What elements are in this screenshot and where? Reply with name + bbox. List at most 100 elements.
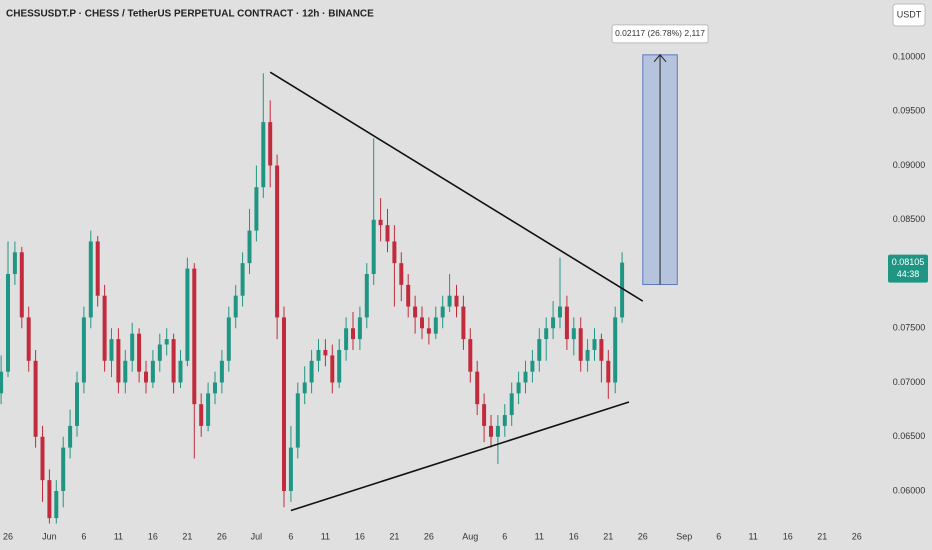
x-tick-label: 6: [288, 531, 293, 541]
candle-body: [482, 404, 487, 426]
candle-body: [330, 355, 335, 383]
candle-body: [288, 447, 293, 491]
candle-body: [495, 425, 500, 437]
candle-body: [150, 360, 155, 383]
candle-body: [95, 241, 100, 296]
candle-body: [261, 122, 266, 188]
x-tick-label: 26: [424, 531, 434, 541]
candle-body: [164, 339, 169, 345]
candle-body: [295, 393, 300, 448]
candle-body: [599, 339, 604, 361]
trendline: [269, 71, 644, 302]
candle-body: [130, 333, 135, 361]
candle-body: [0, 371, 4, 394]
candle-body: [144, 371, 148, 383]
candle-body: [454, 295, 459, 307]
candle-body: [206, 393, 211, 426]
candle-body: [178, 360, 183, 383]
candle-body: [613, 317, 618, 383]
x-tick-label: 21: [182, 531, 192, 541]
candle-body: [523, 371, 528, 383]
currency-box[interactable]: [892, 3, 926, 27]
candle-body: [137, 333, 142, 372]
candle-body: [544, 328, 549, 340]
candle-body: [378, 219, 383, 226]
candle-body: [337, 349, 342, 383]
x-tick-label: 26: [638, 531, 648, 541]
x-tick-label: 11: [321, 531, 330, 541]
candle-body: [392, 241, 397, 264]
candle-body: [254, 187, 259, 231]
candle-body: [26, 317, 31, 361]
candle-body: [592, 339, 597, 350]
candle-body: [447, 295, 452, 307]
candle-body: [323, 349, 328, 356]
candle-body: [199, 404, 204, 426]
candle-body: [420, 317, 424, 329]
last-price-box: [888, 254, 928, 283]
x-tick-label: 6: [81, 531, 86, 541]
candle-body: [406, 284, 411, 307]
chart-title: CHESSUSDT.P · CHESS / TetherUS PERPETUAL…: [6, 9, 374, 20]
candle-body: [247, 230, 252, 264]
candle-body: [213, 382, 217, 394]
x-tick-label: Aug: [462, 531, 478, 541]
y-tick-label: 0.08500: [893, 214, 926, 224]
candle-body: [371, 219, 376, 274]
measure-label-box: [611, 24, 709, 44]
candle-body: [88, 241, 93, 318]
candle-body: [461, 306, 466, 340]
candle-body: [19, 252, 24, 318]
candle-body: [502, 415, 507, 426]
x-tick-label: 26: [3, 531, 13, 541]
candle-body: [33, 360, 38, 437]
candle-body: [516, 382, 521, 394]
candle-body: [157, 344, 162, 361]
x-tick-label: 11: [114, 531, 123, 541]
candle-body: [275, 165, 280, 318]
candle-body: [282, 317, 286, 491]
candle-body: [68, 425, 73, 448]
candle-body: [385, 225, 390, 242]
candle-body: [364, 274, 369, 318]
candle-body: [185, 268, 190, 361]
candle-body: [564, 306, 569, 340]
candle-body: [530, 360, 535, 372]
candle-body: [40, 436, 45, 481]
candle-body: [233, 295, 238, 318]
candle-body: [268, 122, 273, 166]
candle-body: [6, 274, 10, 372]
candle-body: [357, 317, 362, 340]
x-tick-label: 21: [817, 531, 827, 541]
candle-body: [585, 349, 590, 361]
candle-body: [12, 252, 17, 274]
x-tick-label: 26: [217, 531, 227, 541]
candle-body: [537, 339, 542, 361]
y-tick-label: 0.09500: [893, 106, 926, 116]
candle-body: [226, 317, 231, 361]
candle-body: [620, 262, 625, 318]
measure-label: 0.02117 (26.78%) 2,117: [615, 28, 705, 38]
x-tick-label: 6: [716, 531, 721, 541]
last-price: 0.08105: [892, 257, 925, 267]
x-tick-label: 21: [389, 531, 399, 541]
candle-body: [61, 447, 66, 491]
candle-body: [558, 306, 562, 318]
x-tick-label: 16: [355, 531, 365, 541]
x-tick-label: Sep: [676, 531, 692, 541]
candle-body: [606, 360, 611, 383]
candle-body: [475, 371, 480, 405]
x-tick-label: 21: [603, 531, 613, 541]
candle-body: [551, 317, 556, 329]
x-tick-label: 11: [749, 531, 758, 541]
x-tick-label: 26: [852, 531, 862, 541]
candle-body: [47, 480, 52, 519]
countdown: 44:38: [897, 269, 920, 279]
candle-body: [468, 339, 473, 372]
currency[interactable]: USDT: [897, 9, 922, 19]
candle-body: [75, 382, 79, 426]
candle-body: [578, 328, 583, 361]
candle-body: [440, 306, 445, 318]
